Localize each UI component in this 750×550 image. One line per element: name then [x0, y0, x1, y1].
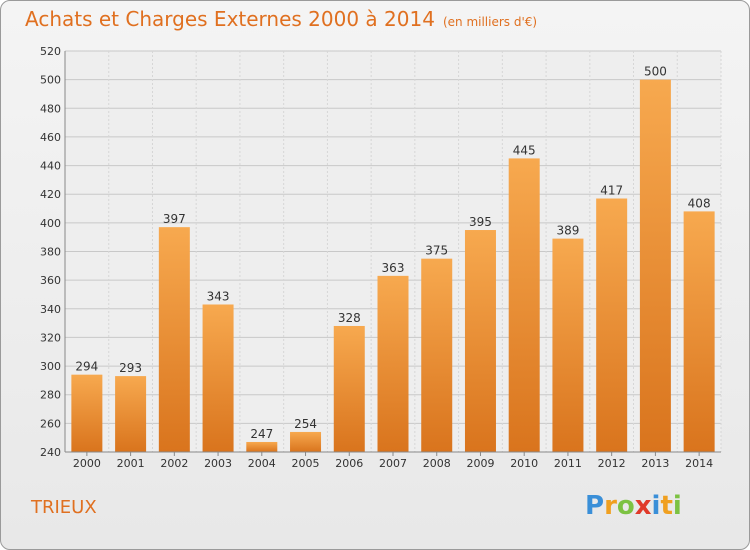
x-tick-label: 2012 — [598, 457, 626, 470]
data-label: 294 — [75, 360, 98, 374]
logo-letter: t — [660, 491, 673, 521]
bar-2002 — [158, 227, 190, 452]
bar-2009 — [464, 230, 496, 452]
x-tick-label: 2009 — [466, 457, 494, 470]
bar-2000 — [71, 374, 103, 452]
x-tick-label: 2007 — [379, 457, 407, 470]
x-tick-label: 2008 — [423, 457, 451, 470]
y-tick-label: 520 — [40, 45, 61, 58]
data-label: 395 — [469, 215, 492, 229]
bar-2001 — [115, 376, 147, 452]
x-tick-label: 2006 — [335, 457, 363, 470]
y-tick-label: 340 — [40, 303, 61, 316]
data-label: 445 — [513, 143, 536, 157]
y-tick-label: 400 — [40, 217, 61, 230]
data-label: 293 — [119, 361, 142, 375]
y-tick-label: 320 — [40, 331, 61, 344]
x-tick-label: 2001 — [117, 457, 145, 470]
proxiti-logo: Proxiti — [585, 491, 682, 521]
chart-subtitle: (en milliers d'€) — [442, 15, 538, 29]
x-tick-label: 2013 — [641, 457, 669, 470]
y-tick-label: 260 — [40, 417, 61, 430]
y-tick-label: 440 — [40, 160, 61, 173]
x-tick-label: 2002 — [160, 457, 188, 470]
data-label: 397 — [163, 212, 186, 226]
data-label: 247 — [250, 427, 273, 441]
bar-2011 — [552, 238, 584, 452]
y-tick-label: 380 — [40, 246, 61, 259]
x-tick-label: 2010 — [510, 457, 538, 470]
bar-2003 — [202, 304, 234, 452]
y-tick-label: 240 — [40, 446, 61, 459]
x-tick-label: 2011 — [554, 457, 582, 470]
y-tick-label: 460 — [40, 131, 61, 144]
bar-2006 — [333, 325, 365, 452]
data-label: 408 — [688, 196, 711, 210]
x-tick-label: 2005 — [292, 457, 320, 470]
data-label: 328 — [338, 311, 361, 325]
y-tick-label: 480 — [40, 102, 61, 115]
bar-2010 — [508, 158, 540, 453]
x-tick-label: 2000 — [73, 457, 101, 470]
y-tick-label: 280 — [40, 389, 61, 402]
bar-2014 — [683, 211, 715, 452]
data-label: 417 — [600, 184, 623, 198]
y-tick-label: 420 — [40, 188, 61, 201]
x-tick-label: 2004 — [248, 457, 276, 470]
chart-title: Achats et Charges Externes 2000 à 2014 — [25, 7, 435, 31]
logo-letter: P — [585, 491, 605, 521]
x-tick-label: 2014 — [685, 457, 713, 470]
data-label: 254 — [294, 417, 317, 431]
data-label: 343 — [207, 289, 230, 303]
bar-2007 — [377, 275, 409, 452]
data-label: 500 — [644, 65, 667, 79]
x-tick-label: 2003 — [204, 457, 232, 470]
chart-title-block: Achats et Charges Externes 2000 à 2014 (e… — [25, 7, 537, 31]
bar-2004 — [246, 441, 278, 452]
data-label: 375 — [425, 244, 448, 258]
y-tick-label: 300 — [40, 360, 61, 373]
data-label: 389 — [556, 224, 579, 238]
logo-letter: x — [634, 491, 652, 521]
logo-letter: i — [672, 491, 682, 521]
bar-2005 — [290, 431, 322, 452]
bar-2012 — [596, 198, 628, 452]
logo-letter: i — [651, 491, 661, 521]
bar-2008 — [421, 258, 453, 452]
y-tick-label: 360 — [40, 274, 61, 287]
commune-name: TRIEUX — [31, 497, 97, 518]
y-tick-label: 500 — [40, 74, 61, 87]
logo-letter: o — [616, 491, 635, 521]
bar-2013 — [639, 79, 671, 453]
logo-letter: r — [604, 491, 617, 521]
data-label: 363 — [382, 261, 405, 275]
